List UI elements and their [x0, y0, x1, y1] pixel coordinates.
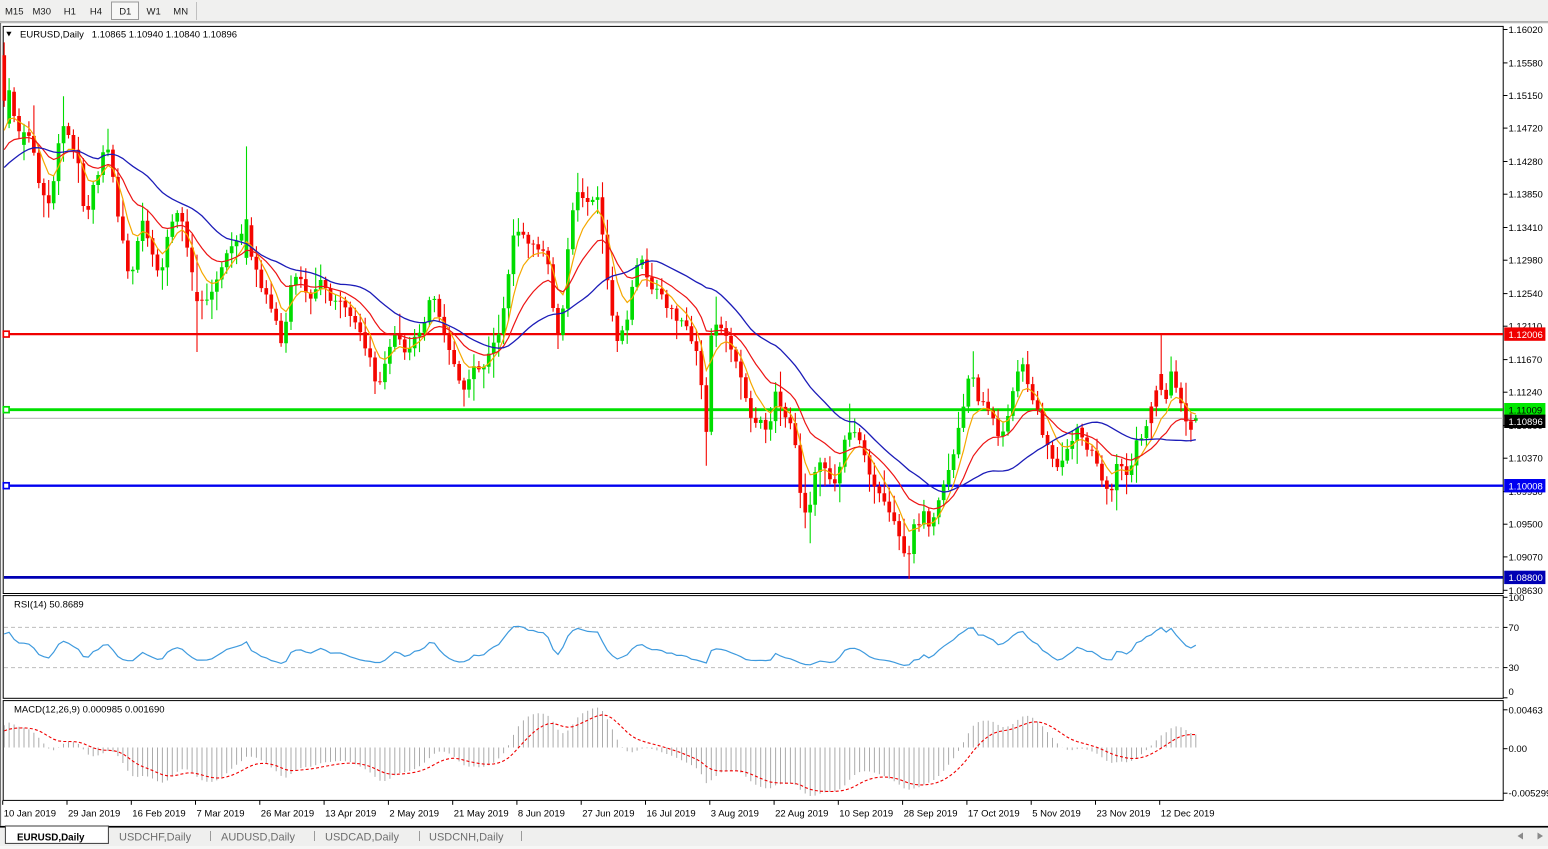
svg-text:1.08630: 1.08630 — [1509, 586, 1543, 597]
svg-text:29 Jan 2019: 29 Jan 2019 — [68, 809, 120, 820]
svg-text:1.14280: 1.14280 — [1509, 157, 1543, 168]
svg-text:1.13410: 1.13410 — [1509, 223, 1543, 234]
svg-text:H4: H4 — [90, 7, 102, 18]
svg-text:100: 100 — [1509, 593, 1525, 604]
svg-text:1.10896: 1.10896 — [1509, 417, 1543, 428]
svg-text:D1: D1 — [119, 7, 131, 18]
svg-text:21 May 2019: 21 May 2019 — [454, 809, 509, 820]
svg-text:0.00: 0.00 — [1509, 744, 1528, 755]
svg-text:1.09070: 1.09070 — [1509, 552, 1543, 563]
svg-text:1.14720: 1.14720 — [1509, 124, 1543, 135]
svg-text:1.12540: 1.12540 — [1509, 289, 1543, 300]
svg-text:8 Jun 2019: 8 Jun 2019 — [518, 809, 565, 820]
svg-text:1.08800: 1.08800 — [1509, 573, 1543, 584]
svg-text:17 Oct 2019: 17 Oct 2019 — [968, 809, 1020, 820]
svg-text:22 Aug 2019: 22 Aug 2019 — [775, 809, 828, 820]
svg-text:MN: MN — [173, 7, 188, 18]
svg-text:1.11240: 1.11240 — [1509, 388, 1543, 399]
svg-text:12 Dec 2019: 12 Dec 2019 — [1161, 809, 1215, 820]
svg-text:1.12110: 1.12110 — [1509, 322, 1543, 333]
svg-text:1.12980: 1.12980 — [1509, 256, 1543, 267]
svg-text:70: 70 — [1509, 623, 1520, 634]
svg-text:1.09500: 1.09500 — [1509, 520, 1543, 531]
svg-text:1.16020: 1.16020 — [1509, 25, 1543, 36]
svg-text:EURUSD,Daily: EURUSD,Daily — [17, 833, 85, 844]
svg-text:1.15150: 1.15150 — [1509, 91, 1543, 102]
svg-text:EURUSD,Daily 1.10865 1.10940: EURUSD,Daily 1.10865 1.10940 1.10840 1.1… — [20, 29, 237, 40]
svg-text:USDCNH,Daily: USDCNH,Daily — [429, 832, 504, 844]
svg-text:7 Mar 2019: 7 Mar 2019 — [197, 809, 245, 820]
svg-text:H1: H1 — [64, 7, 76, 18]
svg-text:M15: M15 — [5, 7, 23, 18]
svg-text:0.00463: 0.00463 — [1509, 705, 1543, 716]
svg-text:16 Feb 2019: 16 Feb 2019 — [132, 809, 185, 820]
svg-text:26 Mar 2019: 26 Mar 2019 — [261, 809, 314, 820]
svg-text:5 Nov 2019: 5 Nov 2019 — [1032, 809, 1081, 820]
svg-text:-0.005299: -0.005299 — [1509, 789, 1548, 800]
svg-text:0: 0 — [1509, 687, 1514, 698]
svg-text:1.13850: 1.13850 — [1509, 190, 1543, 201]
svg-text:1.09930: 1.09930 — [1509, 487, 1543, 498]
svg-text:16 Jul 2019: 16 Jul 2019 — [647, 809, 696, 820]
svg-text:RSI(14) 50.8689: RSI(14) 50.8689 — [14, 600, 84, 611]
svg-text:1.10370: 1.10370 — [1509, 454, 1543, 465]
svg-text:W1: W1 — [147, 7, 161, 18]
svg-text:27 Jun 2019: 27 Jun 2019 — [582, 809, 634, 820]
svg-text:3 Aug 2019: 3 Aug 2019 — [711, 809, 759, 820]
svg-text:10 Jan 2019: 10 Jan 2019 — [4, 809, 56, 820]
svg-text:30: 30 — [1509, 663, 1520, 674]
svg-text:USDCAD,Daily: USDCAD,Daily — [325, 832, 399, 844]
svg-text:1.12006: 1.12006 — [1509, 330, 1543, 341]
svg-text:13 Apr 2019: 13 Apr 2019 — [325, 809, 376, 820]
svg-text:MACD(12,26,9) 0.000985 0.00169: MACD(12,26,9) 0.000985 0.001690 — [14, 705, 165, 716]
svg-text:10 Sep 2019: 10 Sep 2019 — [839, 809, 893, 820]
svg-text:2 May 2019: 2 May 2019 — [389, 809, 439, 820]
svg-text:M30: M30 — [33, 7, 51, 18]
svg-text:USDCHF,Daily: USDCHF,Daily — [119, 832, 192, 844]
svg-text:28 Sep 2019: 28 Sep 2019 — [904, 809, 958, 820]
svg-text:AUDUSD,Daily: AUDUSD,Daily — [221, 832, 295, 844]
svg-text:1.15580: 1.15580 — [1509, 58, 1543, 69]
svg-text:1.11009: 1.11009 — [1509, 405, 1543, 416]
svg-text:23 Nov 2019: 23 Nov 2019 — [1097, 809, 1151, 820]
svg-text:1.10008: 1.10008 — [1509, 481, 1543, 492]
svg-text:1.11670: 1.11670 — [1509, 355, 1543, 366]
